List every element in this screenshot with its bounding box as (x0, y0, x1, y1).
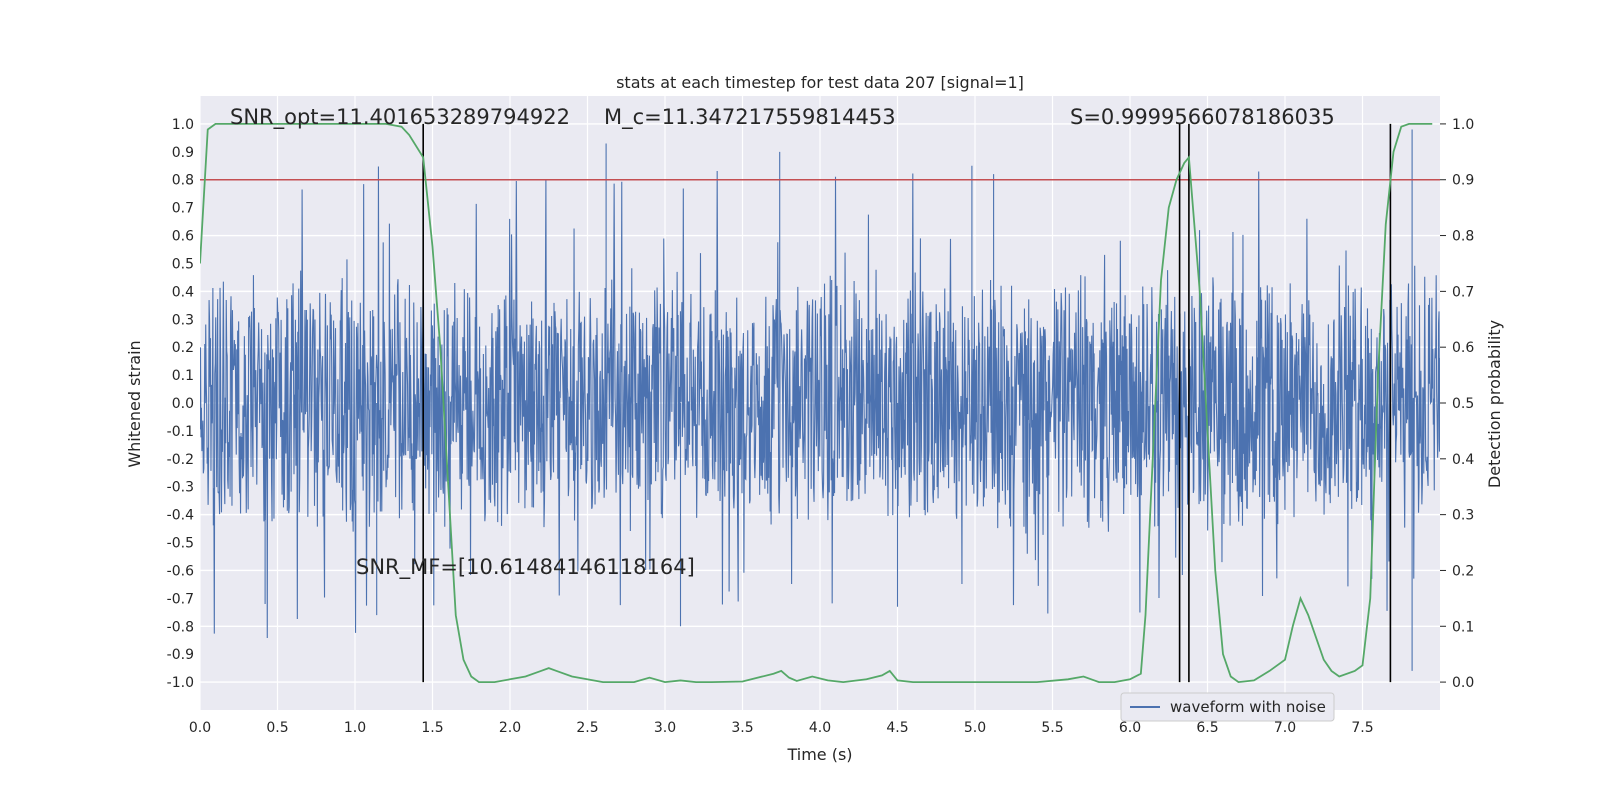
y-tick-label: 0.1 (172, 368, 194, 384)
legend: waveform with noise (1120, 692, 1335, 722)
overlay-lines (200, 123, 1440, 684)
x-tick-label: 0.0 (189, 720, 211, 736)
x-tick-label: 1.0 (344, 720, 366, 736)
y-tick-label: -0.7 (167, 591, 194, 607)
annotation-snr-opt: SNR_opt=11.401653289794922 (230, 105, 570, 130)
x-tick-label: 4.5 (886, 720, 908, 736)
annotation-s: S=0.9999566078186035 (1070, 105, 1335, 129)
y-axis-label: Whitened strain (125, 340, 144, 467)
x-tick-label: 4.0 (809, 720, 831, 736)
x-tick-label: 2.0 (499, 720, 521, 736)
y2-tick-label: 1.0 (1452, 117, 1474, 133)
y-tick-label: 0.5 (172, 256, 194, 272)
x-tick-label: 6.5 (1196, 720, 1218, 736)
legend-label: waveform with noise (1170, 698, 1326, 716)
x-axis-label: Time (s) (786, 745, 852, 764)
chart-title: stats at each timestep for test data 207… (616, 73, 1024, 92)
y-tick-label: 0.4 (172, 284, 194, 300)
y-tick-label: 0.9 (172, 145, 194, 161)
probability-line (200, 123, 1433, 684)
y-tick-label: 0.2 (172, 340, 194, 356)
x-tick-label: 5.0 (964, 720, 986, 736)
y2-tick-label: 0.6 (1452, 340, 1474, 356)
x-tick-label: 2.5 (576, 720, 598, 736)
y-tick-label: -0.8 (167, 619, 194, 635)
y2-tick-label: 0.0 (1452, 675, 1474, 691)
y2-tick-label: 0.1 (1452, 619, 1474, 635)
y2-axis-label: Detection probability (1485, 320, 1504, 488)
y2-tick-label: 0.3 (1452, 508, 1474, 524)
legend-box (1120, 692, 1335, 722)
y2-tick-label: 0.4 (1452, 452, 1474, 468)
y-tick-label: -0.3 (167, 480, 194, 496)
y-tick-label: 0.8 (172, 173, 194, 189)
y-tick-label: 1.0 (172, 117, 194, 133)
y2-tick-label: 0.7 (1452, 284, 1474, 300)
y2-tick-label: 0.5 (1452, 396, 1474, 412)
waveform-line (200, 129, 1440, 671)
waveform-series (200, 129, 1440, 671)
annotation-mc: M_c=11.347217559814453 (604, 105, 896, 130)
x-tick-label: 0.5 (266, 720, 288, 736)
y2-tick-label: 0.9 (1452, 173, 1474, 189)
y2-tick-label: 0.2 (1452, 563, 1474, 579)
y-tick-label: -1.0 (167, 675, 194, 691)
y-tick-label: -0.9 (167, 647, 194, 663)
x-tick-label: 3.0 (654, 720, 676, 736)
x-tick-label: 7.5 (1351, 720, 1373, 736)
y-tick-label: 0.6 (172, 229, 194, 245)
y-tick-label: -0.1 (167, 424, 194, 440)
x-tick-label: 6.0 (1119, 720, 1141, 736)
y-tick-label: -0.5 (167, 536, 194, 552)
annotation-snr-mf: SNR_MF=[10.61484146118164] (356, 555, 695, 580)
y-tick-label: 0.3 (172, 312, 194, 328)
x-tick-label: 5.5 (1041, 720, 1063, 736)
x-tick-label: 7.0 (1274, 720, 1296, 736)
y-tick-label: 0.0 (172, 396, 194, 412)
y-tick-label: 0.7 (172, 201, 194, 217)
y-tick-label: -0.4 (167, 508, 194, 524)
x-tick-label: 1.5 (421, 720, 443, 736)
axes: 0.0 0.5 1.0 1.5 2.0 2.5 3.0 3.5 4.0 4.5 5.0 5.5 6.0 6… (167, 117, 1475, 736)
y-tick-label: -0.2 (167, 452, 194, 468)
y-tick-label: -0.6 (167, 563, 194, 579)
y2-tick-label: 0.8 (1452, 229, 1474, 245)
x-tick-label: 3.5 (731, 720, 753, 736)
